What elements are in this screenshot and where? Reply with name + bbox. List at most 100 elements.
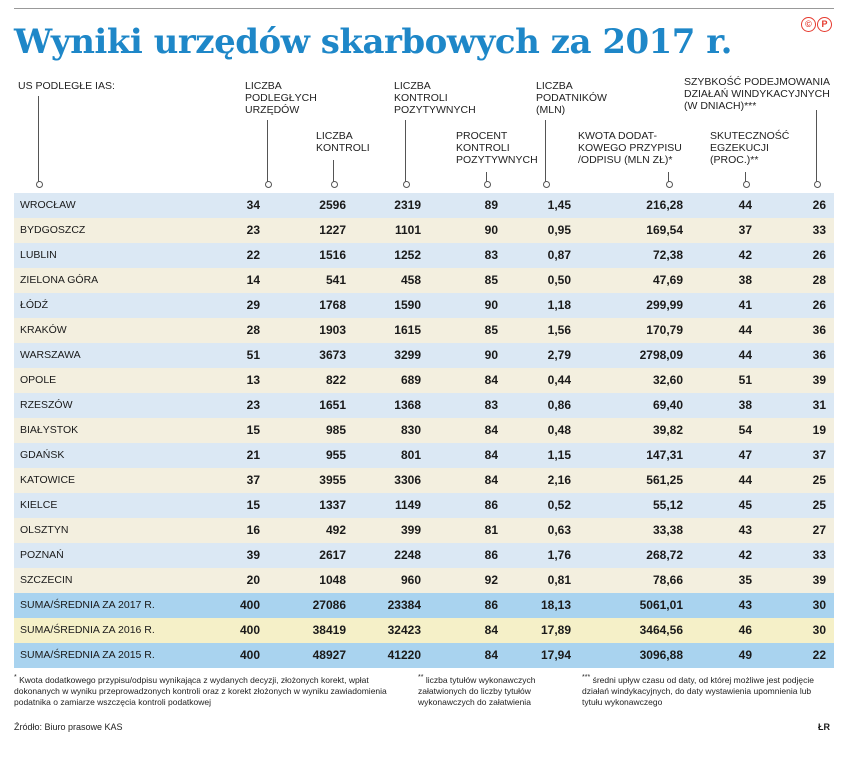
cell-value: 46 [738,623,752,637]
cell-value: 33,38 [652,523,683,537]
leader-line [265,120,272,188]
cell-value: 51 [738,373,752,387]
author-initials: ŁR [818,722,830,732]
cell-value: 86 [484,498,498,512]
cell-value: 29 [246,298,260,312]
cell-value: 0,63 [547,523,571,537]
row-label: POZNAŃ [20,549,64,561]
cell-value: 47 [738,448,752,462]
row-label: ZIELONA GÓRA [20,274,99,286]
cell-value: 18,13 [540,598,571,612]
cell-value: 89 [484,198,498,212]
cell-value: 84 [484,448,498,462]
cell-value: 1615 [394,323,421,337]
cell-value: 169,54 [646,223,683,237]
row-label: SUMA/ŚREDNIA ZA 2015 R. [20,649,155,661]
cell-value: 830 [400,423,421,437]
row-label: KIELCE [20,499,58,511]
row-label: BYDGOSZCZ [20,224,86,236]
cell-value: 16 [246,523,260,537]
table-row: LUBLIN 22 1516 1252 83 0,87 72,38 42 26 [14,243,834,268]
cell-value: 26 [812,298,826,312]
cell-value: 41 [738,298,752,312]
leader-line [743,172,750,188]
row-label: WROCŁAW [20,199,76,211]
footnote-3: *** średni upływ czasu od daty, od które… [582,672,832,708]
cell-value: 955 [325,448,346,462]
cell-value: 0,81 [547,573,571,587]
cell-value: 23 [246,398,260,412]
row-label: SUMA/ŚREDNIA ZA 2017 R. [20,599,155,611]
cell-value: 78,66 [652,573,683,587]
leader-line [543,120,550,188]
row-label: SUMA/ŚREDNIA ZA 2016 R. [20,624,155,636]
cell-value: 0,87 [547,248,571,262]
cell-value: 147,31 [646,448,683,462]
row-label: RZESZÓW [20,399,73,411]
row-label: OLSZTYN [20,524,69,536]
cell-value: 1651 [319,398,346,412]
cell-value: 39,82 [652,423,683,437]
cell-value: 15 [246,423,260,437]
cell-value: 0,95 [547,223,571,237]
cell-value: 0,86 [547,398,571,412]
cell-value: 1768 [319,298,346,312]
cell-value: 36 [812,323,826,337]
top-rule [14,8,834,9]
table-row: ŁÓDŹ 29 1768 1590 90 1,18 299,99 41 26 [14,293,834,318]
cell-value: 2248 [394,548,421,562]
cell-value: 39 [812,373,826,387]
table-row: SZCZECIN 20 1048 960 92 0,81 78,66 35 39 [14,568,834,593]
cell-value: 1252 [394,248,421,262]
cell-value: 1101 [394,223,421,237]
cell-value: 492 [325,523,346,537]
cell-value: 90 [484,223,498,237]
cell-value: 86 [484,548,498,562]
cell-value: 44 [738,348,752,362]
cell-value: 15 [246,498,260,512]
cell-value: 14 [246,273,260,287]
leader-line [403,120,410,188]
cell-value: 83 [484,248,498,262]
cell-value: 1,56 [547,323,571,337]
cell-value: 48927 [312,648,346,662]
cell-value: 84 [484,373,498,387]
cell-value: 1,45 [547,198,571,212]
cell-value: 38 [738,398,752,412]
summary-row: SUMA/ŚREDNIA ZA 2016 R. 400 38419 32423 84 17… [14,618,834,643]
row-label: GDAŃSK [20,449,65,461]
cell-value: 801 [400,448,421,462]
cell-value: 22 [812,648,826,662]
cell-value: 1227 [319,223,346,237]
header-us: US PODLEGŁE IAS: [18,80,115,92]
cell-value: 1516 [319,248,346,262]
header-kwota: KWOTA DODAT- KOWEGO PRZYPISU /ODPISU (ML… [578,130,682,166]
row-label: OPOLE [20,374,57,386]
cell-value: 561,25 [646,473,683,487]
cell-value: 47,69 [652,273,683,287]
cell-value: 30 [812,623,826,637]
cell-value: 1590 [394,298,421,312]
cell-value: 84 [484,623,498,637]
cell-value: 32423 [387,623,421,637]
footnote-text: Kwota dodatkowego przypisu/odpisu wynika… [14,674,387,707]
cell-value: 21 [246,448,260,462]
cell-value: 19 [812,423,826,437]
cell-value: 26 [812,248,826,262]
row-label: LUBLIN [20,249,57,261]
cell-value: 25 [812,498,826,512]
cell-value: 0,52 [547,498,571,512]
table-row: OPOLE 13 822 689 84 0,44 32,60 51 39 [14,368,834,393]
cell-value: 689 [400,373,421,387]
cell-value: 1048 [319,573,346,587]
table-row: POZNAŃ 39 2617 2248 86 1,76 268,72 42 33 [14,543,834,568]
cell-value: 1149 [394,498,421,512]
leader-line [331,160,338,188]
header-podatnicy: LICZBA PODATNIKÓW (MLN) [536,80,607,116]
cell-value: 85 [484,273,498,287]
cell-value: 49 [738,648,752,662]
cell-value: 38 [738,273,752,287]
leader-line [666,172,673,188]
cell-value: 81 [484,523,498,537]
cell-value: 37 [812,448,826,462]
